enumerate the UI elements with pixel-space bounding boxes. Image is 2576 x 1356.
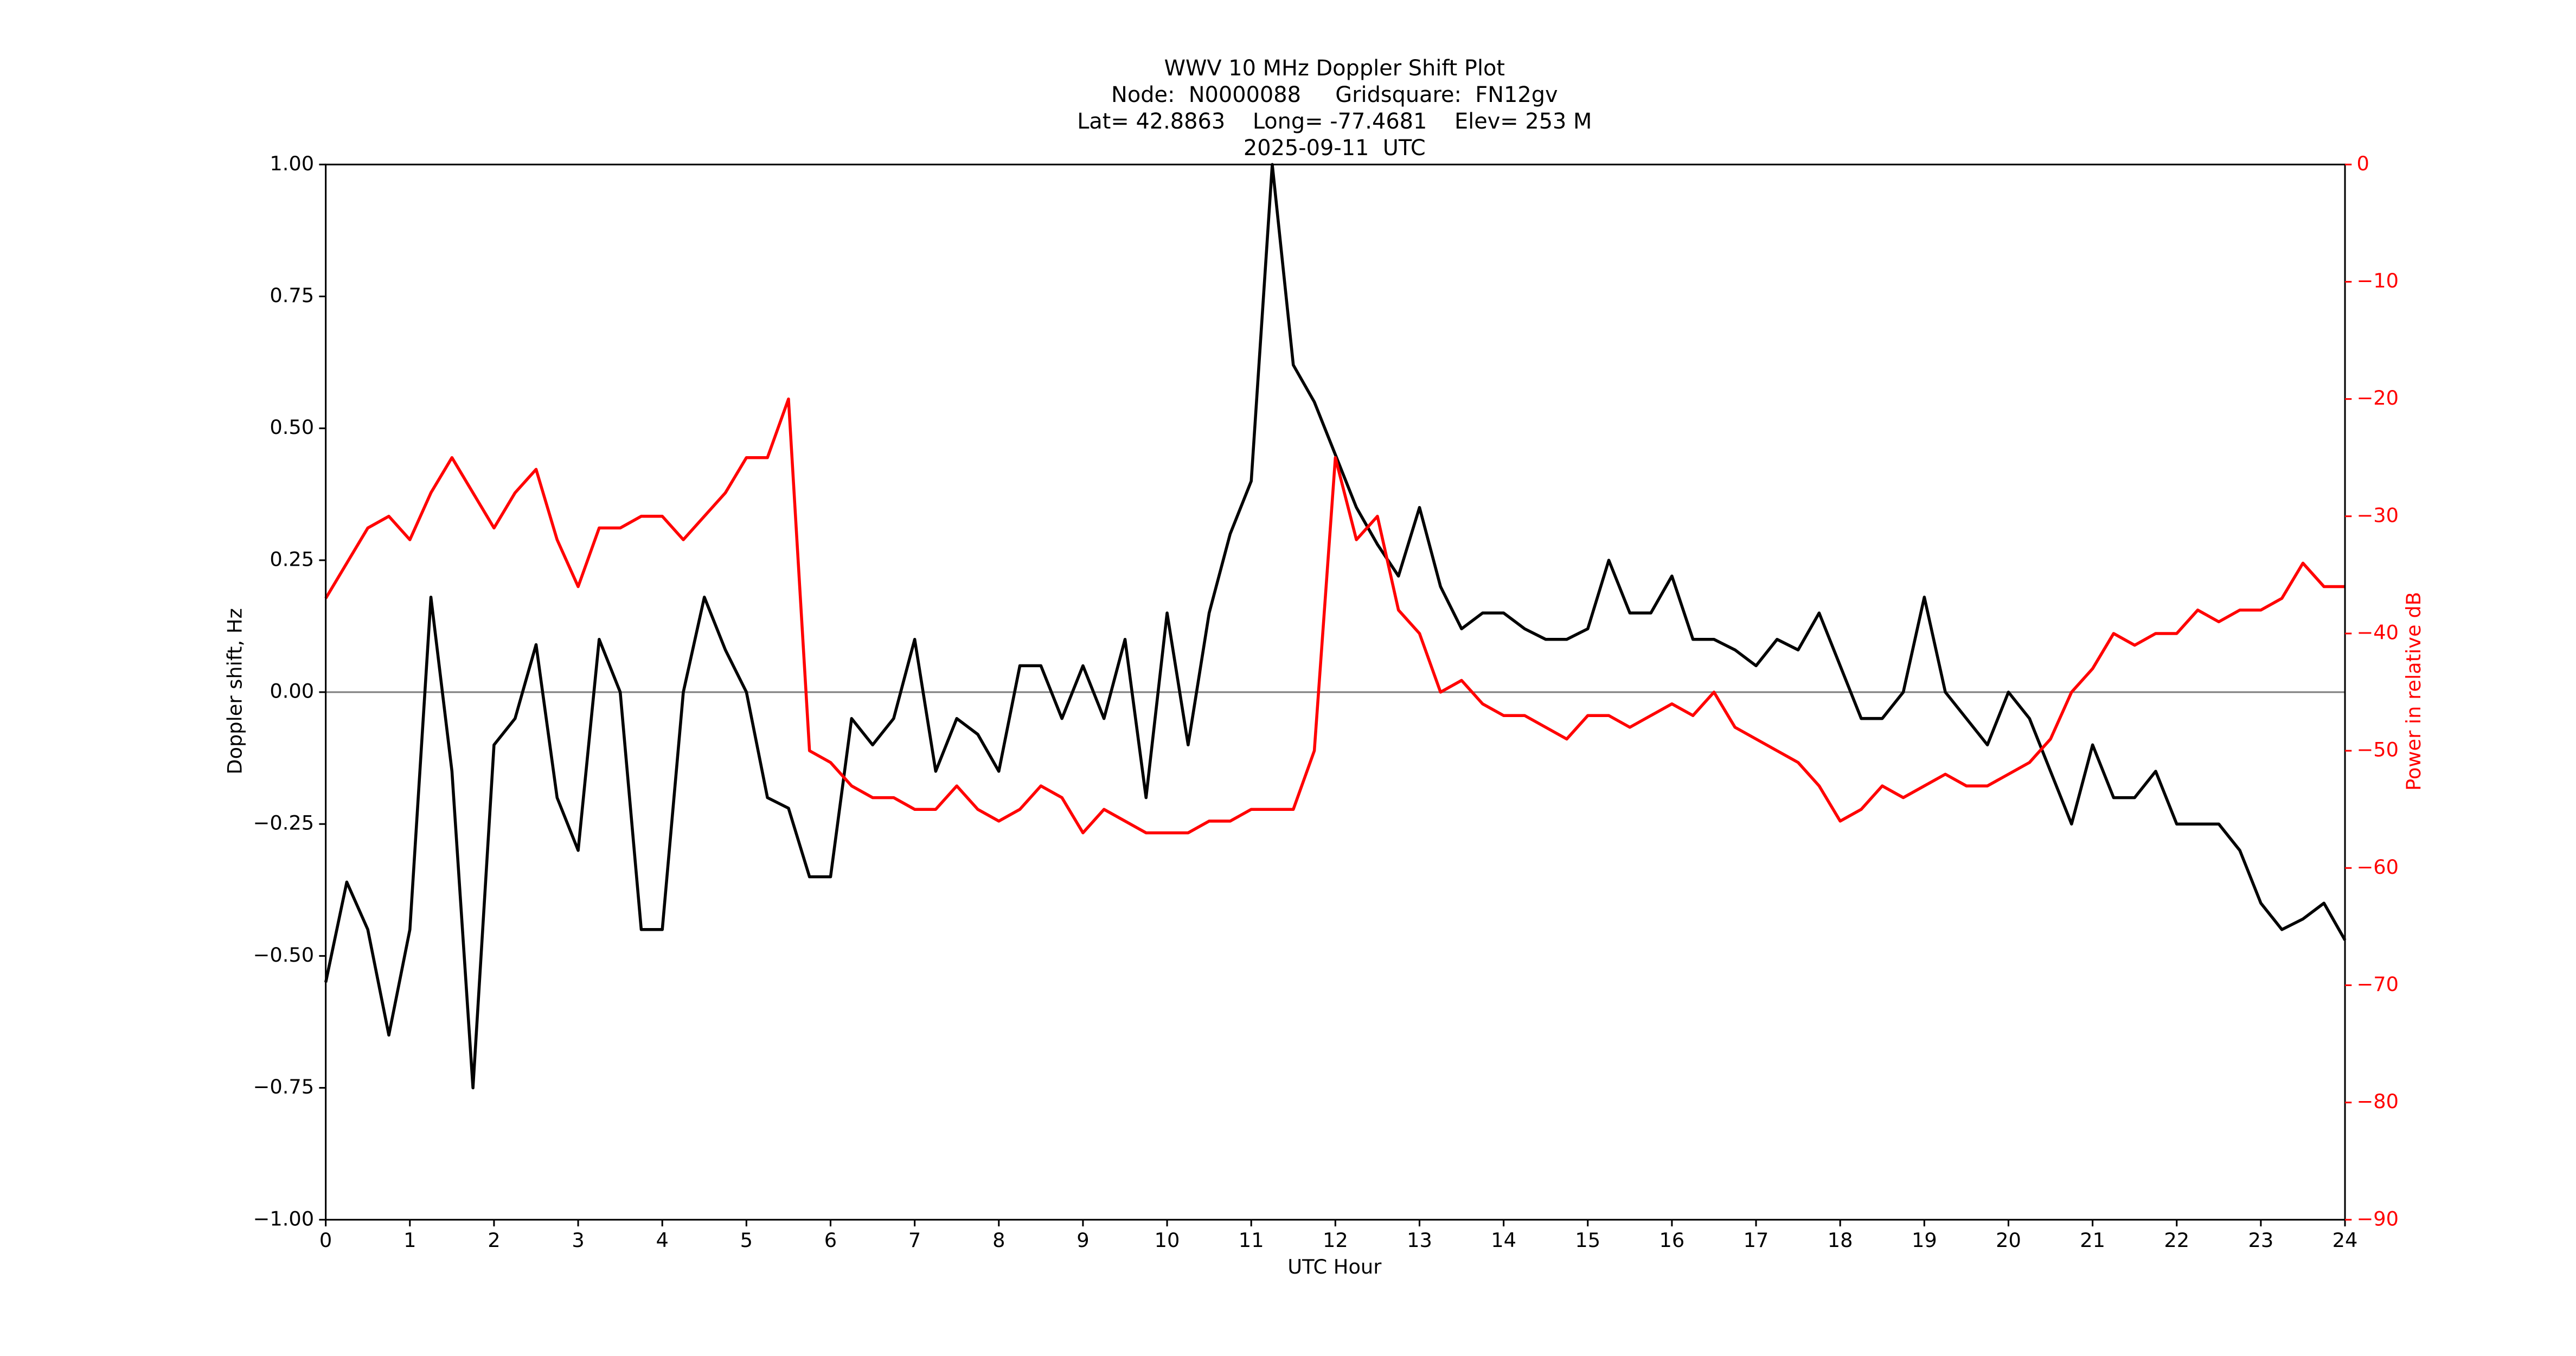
x-tick-label: 16 (1659, 1229, 1685, 1252)
y-tick-label: 0.00 (270, 680, 314, 703)
x-tick-label: 18 (1828, 1229, 1853, 1252)
x-tick-label: 7 (908, 1229, 921, 1252)
x-tick-label: 6 (824, 1229, 837, 1252)
y2-axis-label: Power in relative dB (2402, 592, 2425, 791)
y-tick-label: 0.75 (270, 284, 314, 307)
x-tick-label: 9 (1076, 1229, 1089, 1252)
chart-title: Lat= 42.8863 Long= -77.4681 Elev= 253 M (1077, 109, 1592, 134)
y2-tick-label: −70 (2356, 973, 2399, 996)
y-tick-label: −0.75 (253, 1075, 315, 1098)
data-line (324, 397, 2346, 835)
x-tick-label: 8 (992, 1229, 1005, 1252)
x-tick-label: 12 (1323, 1229, 1348, 1252)
x-tick-label: 0 (319, 1229, 332, 1252)
y-tick-label: −1.00 (253, 1207, 315, 1230)
x-tick-label: 3 (572, 1229, 584, 1252)
chart-title: Node: N0000088 Gridsquare: FN12gv (1111, 82, 1558, 107)
x-axis-label: UTC Hour (1287, 1255, 1382, 1278)
y-tick-label: −0.25 (253, 811, 315, 835)
y2-tick-label: 0 (2356, 152, 2369, 175)
x-tick-label: 21 (2080, 1229, 2105, 1252)
x-tick-label: 10 (1155, 1229, 1180, 1252)
y2-tick-label: −90 (2356, 1207, 2399, 1230)
x-tick-label: 22 (2164, 1229, 2189, 1252)
x-tick-label: 13 (1407, 1229, 1432, 1252)
chart-title: WWV 10 MHz Doppler Shift Plot (1164, 56, 1505, 81)
x-tick-label: 15 (1575, 1229, 1600, 1252)
x-tick-label: 1 (403, 1229, 416, 1252)
y-tick-label: 1.00 (270, 152, 314, 175)
x-tick-label: 5 (740, 1229, 753, 1252)
y2-tick-label: −50 (2356, 738, 2399, 762)
y2-tick-label: −10 (2356, 269, 2399, 292)
x-tick-label: 14 (1491, 1229, 1516, 1252)
x-tick-label: 20 (1996, 1229, 2021, 1252)
x-tick-label: 19 (1912, 1229, 1937, 1252)
y-axis-label: Doppler shift, Hz (223, 608, 247, 775)
y2-tick-label: −20 (2356, 386, 2399, 410)
data-line (324, 163, 2347, 1090)
y2-tick-label: −80 (2356, 1090, 2399, 1113)
x-tick-label: 17 (1744, 1229, 1769, 1252)
y-tick-label: −0.50 (253, 943, 315, 967)
x-tick-label: 11 (1239, 1229, 1264, 1252)
x-tick-label: 23 (2248, 1229, 2274, 1252)
y2-tick-label: −60 (2356, 855, 2399, 879)
chart-title: 2025-09-11 UTC (1244, 136, 1426, 161)
x-tick-label: 2 (488, 1229, 500, 1252)
x-tick-label: 24 (2333, 1229, 2358, 1252)
y-tick-label: 0.50 (270, 415, 314, 439)
y2-tick-label: −30 (2356, 503, 2399, 527)
y2-tick-label: −40 (2356, 621, 2399, 644)
x-tick-label: 4 (656, 1229, 669, 1252)
y-tick-label: 0.25 (270, 547, 314, 571)
